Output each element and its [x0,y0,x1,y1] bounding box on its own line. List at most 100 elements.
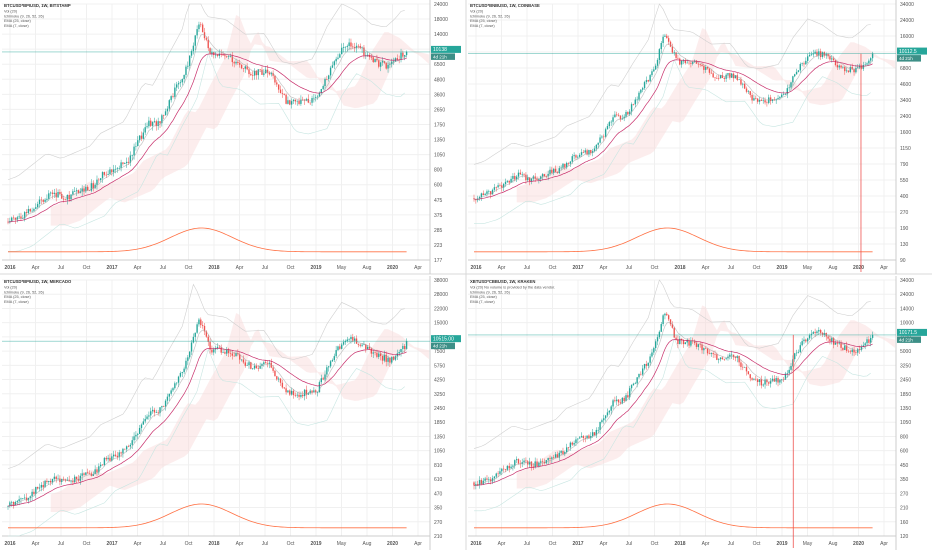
price-tick-label: 1350 [434,138,445,144]
candle-up [588,150,590,155]
candle-up [812,53,814,55]
candle-up [179,82,182,84]
chart-panel-3: 3800028000220001500010000750057504250325… [2,276,461,550]
candle-up [569,161,572,164]
time-axis: 2016 Apr Jul Oct 2017 Apr Jul Oct 2018 Apr Jul Oct 2… [4,265,422,271]
candle-down [586,150,588,155]
candle-down [619,115,622,120]
candle-up [387,357,389,362]
candle-up [577,438,579,440]
time-tick-label: Oct [549,541,557,547]
candle-up [810,54,813,56]
candle-down [216,54,219,56]
candle-down [404,346,406,350]
price-tick-label: 1050 [900,420,911,426]
candle-up [51,478,54,483]
candle-up [157,121,159,127]
candle-up [168,393,170,397]
candle-up [405,341,408,350]
candle-down [283,387,285,389]
candle-up [122,448,124,454]
time-tick-label: 2017 [106,541,117,547]
price-tick-label: 1150 [900,146,911,152]
time-tick-label: Apr [702,541,710,547]
candle-up [625,112,627,117]
candle-up [120,162,122,169]
candle-down [716,354,718,360]
candle-up [142,132,145,139]
candle-up [329,361,332,367]
candle-up [643,364,646,369]
time-tick-label: Apr [32,265,40,271]
candle-up [569,442,572,448]
candle-up [53,476,56,479]
candle-up [33,208,35,211]
candle-up [213,349,215,353]
candle-down [582,152,585,153]
candle-up [679,338,681,345]
candle-up [142,421,145,425]
candle-up [601,136,603,138]
candle-down [42,484,44,488]
candle-down [627,395,629,398]
candle-up [801,63,803,65]
candle-down [525,174,527,181]
candle-down [376,58,378,61]
candle-up [795,71,798,75]
ichimoku-cloud [473,279,895,512]
candle-up [309,390,311,394]
candle-down [740,79,742,85]
candle-up [742,83,744,85]
time-tick-label: 2020 [387,265,398,271]
time-tick-label: Jul [728,265,734,271]
candle-up [346,339,348,342]
candle-up [116,168,119,169]
candle-down [842,347,844,350]
countdown-label: 4d 21h [433,344,447,349]
candle-down [77,190,80,193]
candle-up [261,364,263,366]
time-tick-label: 2018 [208,265,219,271]
candle-up [344,341,347,343]
time-tick-label: 2016 [470,265,481,271]
candle-up [790,82,792,88]
candle-down [536,178,538,180]
candle-up [324,374,326,380]
candle-down [315,390,317,393]
candle-up [185,66,187,75]
legend-entry: Vol (20) [4,10,18,14]
candle-up [36,204,39,208]
candle-up [855,68,857,73]
price-tick-label: 34000 [900,278,914,284]
candle-down [849,351,852,353]
candle-up [725,358,727,360]
candle-up [488,479,490,480]
candle-down [114,454,117,456]
candle-up [198,24,200,30]
candle-down [619,402,622,404]
candle-down [836,342,839,344]
price-tick-label: 790 [900,162,909,168]
chart-title: BTCUSD*BNBUSD, 1W, COINBASE [470,3,540,8]
candle-down [729,73,731,78]
candle-down [480,480,483,485]
candle-up [743,367,746,368]
candle-down [231,353,234,356]
candle-down [803,63,805,65]
candle-up [730,354,733,356]
candle-up [188,55,191,66]
candle-up [324,79,326,87]
candle-down [352,336,354,341]
candle-up [185,360,187,369]
candle-up [654,341,657,349]
candle-down [567,447,570,449]
candle-down [740,362,742,367]
candle-down [370,348,373,354]
candle-down [682,340,685,345]
candle-up [164,400,167,407]
candle-up [392,61,395,63]
price-tick-label: 90 [900,258,906,264]
candle-up [188,351,191,358]
candle-up [181,372,183,374]
candle-down [111,169,113,173]
